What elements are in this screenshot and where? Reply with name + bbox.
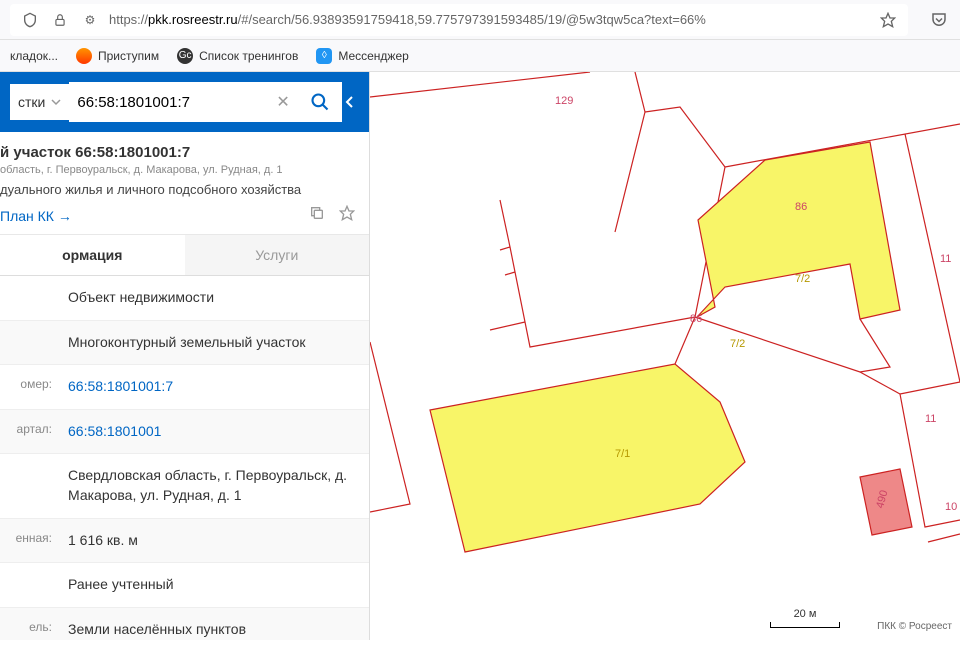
tab-services[interactable]: Услуги <box>185 235 370 275</box>
sidebar: стки ✕ й участок 66:58:1801001:7 область… <box>0 72 370 640</box>
title-section: й участок 66:58:1801001:7 область, г. Пе… <box>0 132 369 235</box>
info-table: Объект недвижимостиМногоконтурный земель… <box>0 276 369 640</box>
parcel-7-1[interactable] <box>430 364 745 552</box>
url-box[interactable]: ⚙ https://pkk.rosreestr.ru/#/search/56.9… <box>10 4 908 36</box>
map-label: 7/1 <box>615 448 630 460</box>
info-value: Объект недвижимости <box>58 276 369 320</box>
info-row: Объект недвижимости <box>0 276 369 321</box>
bookmarks-folder[interactable]: кладок... <box>10 49 58 63</box>
search-input-wrap: ✕ <box>69 82 297 122</box>
plan-link[interactable]: План КК → <box>0 208 72 224</box>
map-label: 86 <box>795 201 807 213</box>
info-label: омер: <box>0 365 58 409</box>
copy-icon[interactable] <box>309 205 325 226</box>
map-label: 86 <box>690 313 702 325</box>
collapse-button[interactable] <box>342 85 359 119</box>
info-value: Многоконтурный земельный участок <box>58 321 369 365</box>
info-label: енная: <box>0 519 58 563</box>
bookmark-item[interactable]: Приступим <box>76 48 159 64</box>
gc-icon: Gc <box>177 48 193 64</box>
map-label: 10 <box>945 501 957 513</box>
lock-icon[interactable] <box>49 9 71 31</box>
info-value: Свердловская область, г. Первоуральск, д… <box>58 454 369 517</box>
info-value[interactable]: 66:58:1801001 <box>58 410 369 454</box>
search-bar: стки ✕ <box>0 72 369 132</box>
info-label <box>0 276 58 320</box>
map-label: 7/2 <box>730 338 745 350</box>
bookmarks-bar: кладок... Приступим Gc Список тренингов … <box>0 40 960 72</box>
info-label: ель: <box>0 608 58 640</box>
map-label: 129 <box>555 95 573 107</box>
parcel-subtitle: область, г. Первоуральск, д. Макарова, у… <box>0 164 355 176</box>
browser-address-bar: ⚙ https://pkk.rosreestr.ru/#/search/56.9… <box>0 0 960 40</box>
info-label <box>0 563 58 607</box>
info-row: енная:1 616 кв. м <box>0 519 369 564</box>
info-row: Ранее учтенный <box>0 563 369 608</box>
parcel-desc: дуального жилья и личного подсобного хоз… <box>0 182 355 197</box>
tabs: ормация Услуги <box>0 235 369 276</box>
info-label <box>0 321 58 365</box>
messenger-icon: ◊ <box>316 48 332 64</box>
pocket-icon[interactable] <box>928 9 950 31</box>
scale-bar: 20 м <box>770 608 840 628</box>
info-row: ель:Земли населённых пунктов <box>0 608 369 640</box>
info-label: артал: <box>0 410 58 454</box>
info-label <box>0 454 58 517</box>
info-row: Свердловская область, г. Первоуральск, д… <box>0 454 369 518</box>
clear-icon[interactable]: ✕ <box>276 92 289 112</box>
info-value: 1 616 кв. м <box>58 519 369 563</box>
cadastral-map[interactable]: 12986861111107/27/27/1 490 <box>370 72 960 640</box>
star-icon[interactable] <box>877 9 899 31</box>
url-text: https://pkk.rosreestr.ru/#/search/56.938… <box>109 12 869 27</box>
map-label: 7/2 <box>795 273 810 285</box>
parcel-7-2[interactable] <box>697 142 900 319</box>
info-row: омер:66:58:1801001:7 <box>0 365 369 410</box>
search-input[interactable] <box>77 94 276 111</box>
info-row: Многоконтурный земельный участок <box>0 321 369 366</box>
firefox-icon <box>76 48 92 64</box>
info-row: артал:66:58:1801001 <box>0 410 369 455</box>
bookmark-item[interactable]: Gc Список тренингов <box>177 48 298 64</box>
info-value[interactable]: 66:58:1801001:7 <box>58 365 369 409</box>
map-label: 11 <box>940 253 951 265</box>
info-value: Земли населённых пунктов <box>58 608 369 640</box>
map-view[interactable]: 12986861111107/27/27/1 490 20 м ПКК © Ро… <box>370 72 960 640</box>
info-value: Ранее учтенный <box>58 563 369 607</box>
favorite-icon[interactable] <box>339 205 355 226</box>
search-type-dropdown[interactable]: стки <box>10 84 69 120</box>
settings-icon[interactable]: ⚙ <box>79 9 101 31</box>
shield-icon[interactable] <box>19 9 41 31</box>
map-attribution: ПКК © Росреест <box>877 621 952 632</box>
parcel-title: й участок 66:58:1801001:7 <box>0 144 355 161</box>
map-label: 11 <box>925 413 936 425</box>
search-button[interactable] <box>298 82 342 122</box>
tab-info[interactable]: ормация <box>0 235 185 275</box>
bookmark-item[interactable]: ◊ Мессенджер <box>316 48 408 64</box>
